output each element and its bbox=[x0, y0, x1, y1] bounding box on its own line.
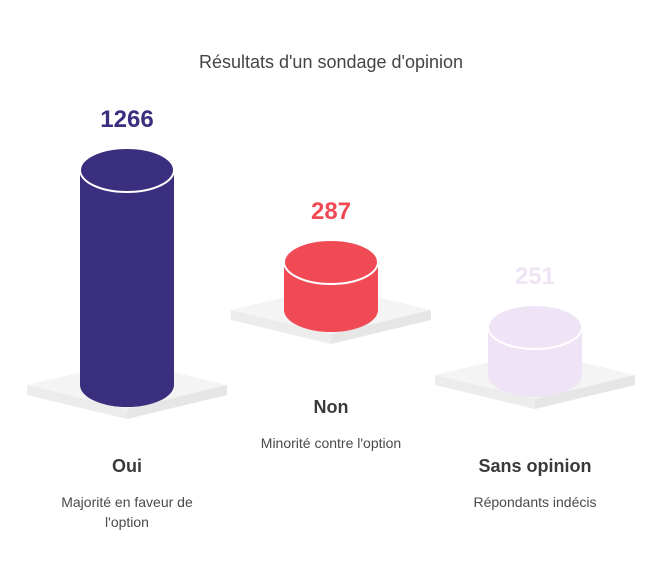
platform-side-right-oui bbox=[127, 385, 227, 419]
description-sans-opinion: Répondants indécis bbox=[473, 494, 597, 510]
chart-title: Résultats d'un sondage d'opinion bbox=[198, 52, 464, 72]
platform-side-left-non bbox=[231, 310, 331, 344]
platform-side-left-sans-opinion bbox=[435, 375, 535, 409]
bar-top-oui bbox=[79, 147, 175, 193]
category-label-non: Non bbox=[313, 397, 349, 417]
value-label-sans-opinion: 251 bbox=[514, 263, 556, 290]
bar-top-non bbox=[283, 239, 379, 285]
platform-side-right-sans-opinion bbox=[535, 375, 635, 409]
description-oui: Majorité en faveur de l'option bbox=[61, 494, 193, 530]
platform-side-right-non bbox=[331, 310, 431, 344]
platform-side-left-oui bbox=[27, 385, 127, 419]
description-non: Minorité contre l'option bbox=[260, 435, 402, 451]
category-label-oui: Oui bbox=[112, 456, 142, 476]
category-label-sans-opinion: Sans opinion bbox=[478, 456, 592, 476]
value-label-non: 287 bbox=[310, 198, 352, 225]
bar-oui bbox=[80, 170, 174, 407]
bar-top-sans-opinion bbox=[487, 304, 583, 350]
value-label-oui: 1266 bbox=[100, 106, 154, 133]
